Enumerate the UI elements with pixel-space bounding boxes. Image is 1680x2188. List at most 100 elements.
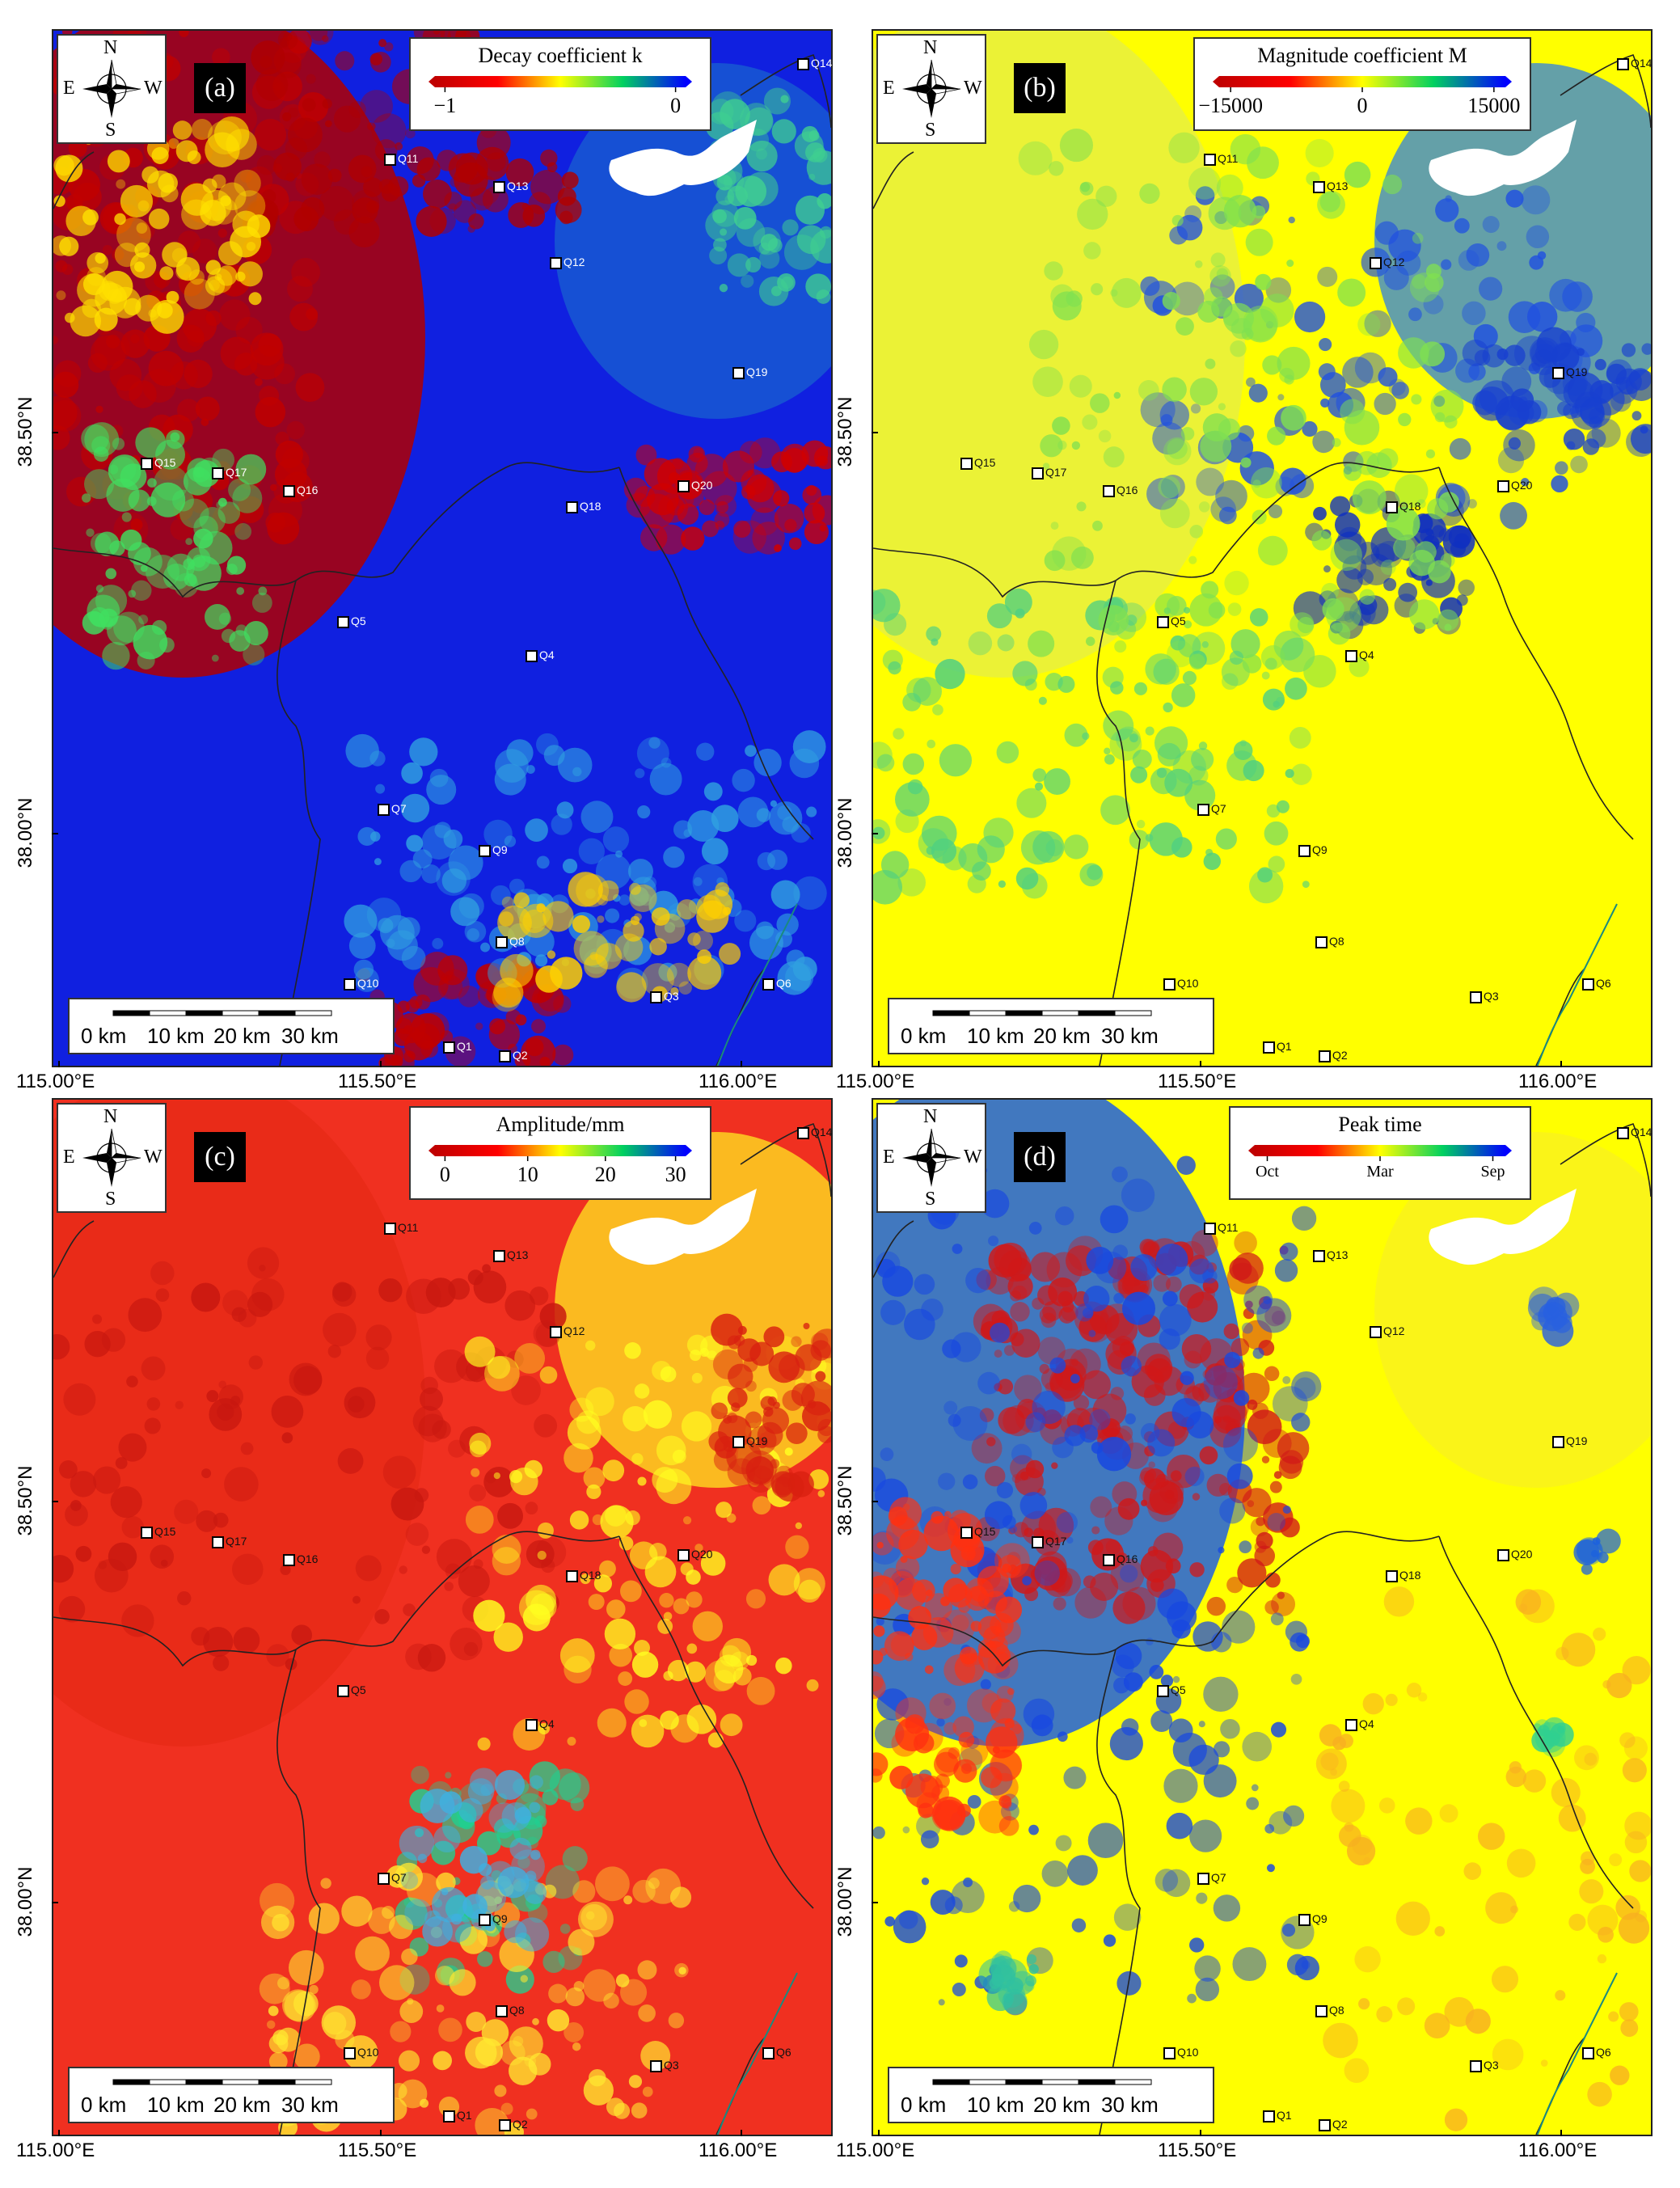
texture-blob bbox=[547, 950, 556, 959]
texture-blob bbox=[1163, 437, 1192, 466]
texture-blob bbox=[1053, 1597, 1066, 1611]
texture-blob bbox=[375, 784, 386, 794]
texture-blob bbox=[586, 1484, 602, 1500]
texture-blob bbox=[629, 1541, 658, 1569]
boundary-line bbox=[618, 467, 814, 840]
texture-blob bbox=[1222, 1610, 1256, 1644]
site-marker bbox=[677, 1549, 690, 1561]
map-area[interactable] bbox=[52, 29, 833, 1067]
scale-label: 10 km bbox=[967, 1024, 1024, 1048]
texture-blob bbox=[1166, 1812, 1193, 1840]
texture-blob bbox=[175, 256, 201, 281]
texture-blob bbox=[1198, 1721, 1205, 1728]
texture-blob bbox=[1149, 1664, 1164, 1679]
texture-blob bbox=[389, 1915, 414, 1940]
texture-blob bbox=[148, 208, 170, 230]
texture-blob bbox=[1641, 343, 1651, 355]
texture-blob bbox=[639, 493, 675, 529]
texture-blob bbox=[939, 744, 973, 777]
legend-tick-label: 0 bbox=[439, 1163, 450, 1186]
texture-blob bbox=[306, 74, 316, 84]
texture-blob bbox=[707, 1732, 724, 1748]
y-axis-tick-label: 38.50°N bbox=[834, 396, 856, 467]
scale-bar: 0 km 10 km 20 km 30 km bbox=[68, 998, 395, 1054]
texture-blob bbox=[561, 171, 579, 189]
texture-blob bbox=[218, 1384, 243, 1409]
site-marker bbox=[493, 1250, 505, 1262]
texture-blob bbox=[803, 1323, 810, 1330]
texture-blob bbox=[673, 1598, 690, 1615]
site-label: Q18 bbox=[580, 500, 602, 513]
y-axis-tick-label: 38.00°N bbox=[834, 1866, 856, 1937]
texture-blob bbox=[1110, 1558, 1145, 1593]
scale-label: 30 km bbox=[281, 2093, 339, 2117]
texture-blob bbox=[1437, 609, 1459, 631]
texture-blob bbox=[247, 214, 271, 239]
texture-blob bbox=[623, 1895, 633, 1905]
texture-blob bbox=[1012, 661, 1038, 686]
texture-blob bbox=[475, 964, 501, 990]
texture-blob bbox=[1522, 1769, 1547, 1793]
texture-blob bbox=[624, 1342, 641, 1359]
x-axis-tick-label: 115.00°E bbox=[836, 1071, 915, 1092]
compass-north-label: N bbox=[923, 37, 938, 58]
texture-blob bbox=[1255, 273, 1272, 290]
texture-blob bbox=[785, 962, 814, 991]
texture-blob bbox=[951, 1879, 985, 1914]
texture-blob bbox=[1537, 251, 1547, 260]
texture-blob bbox=[333, 209, 359, 235]
texture-blob bbox=[1191, 1229, 1218, 1257]
texture-blob bbox=[728, 1363, 753, 1390]
texture-blob bbox=[967, 1794, 981, 1809]
texture-blob bbox=[1264, 1366, 1280, 1382]
texture-blob bbox=[458, 985, 480, 1007]
map-area[interactable] bbox=[52, 1098, 833, 2136]
texture-blob bbox=[1090, 1496, 1112, 1519]
texture-blob bbox=[770, 880, 800, 910]
texture-blob bbox=[720, 1713, 743, 1737]
texture-blob bbox=[1618, 1912, 1650, 1944]
texture-blob bbox=[492, 1535, 521, 1564]
texture-blob bbox=[105, 568, 117, 580]
site-label: Q5 bbox=[351, 1683, 366, 1696]
site-marker bbox=[1263, 1041, 1275, 1054]
texture-blob bbox=[1252, 1347, 1264, 1359]
texture-blob bbox=[986, 1726, 1018, 1759]
map-area[interactable] bbox=[872, 29, 1653, 1067]
texture-blob bbox=[733, 520, 751, 539]
texture-blob bbox=[737, 796, 769, 828]
texture-blob bbox=[393, 1028, 412, 1046]
texture-blob bbox=[893, 728, 905, 740]
texture-blob bbox=[369, 53, 383, 65]
site-label: Q3 bbox=[664, 2059, 679, 2072]
texture-blob bbox=[449, 1969, 476, 1996]
texture-blob bbox=[1302, 881, 1310, 889]
texture-blob bbox=[172, 120, 192, 140]
texture-blob bbox=[998, 1815, 1019, 1836]
texture-blob bbox=[390, 1487, 424, 1521]
texture-blob bbox=[1159, 1303, 1192, 1337]
site-marker bbox=[1103, 485, 1115, 497]
texture-blob bbox=[1033, 1527, 1045, 1540]
boundary-line bbox=[1560, 1123, 1651, 1197]
texture-blob bbox=[605, 908, 620, 923]
texture-blob bbox=[477, 1737, 491, 1751]
site-label: Q14 bbox=[1631, 57, 1653, 70]
texture-blob bbox=[1336, 567, 1363, 593]
map-area[interactable] bbox=[872, 1098, 1653, 2136]
texture-blob bbox=[715, 520, 725, 530]
texture-blob bbox=[526, 1540, 555, 1569]
texture-blob bbox=[283, 32, 293, 42]
colorbar-gradient bbox=[1219, 76, 1505, 87]
texture-blob bbox=[693, 876, 703, 886]
texture-blob bbox=[997, 634, 1015, 652]
colorbar-gradient bbox=[1255, 1145, 1505, 1156]
texture-blob bbox=[569, 1397, 594, 1422]
texture-blob bbox=[1521, 478, 1530, 487]
texture-blob bbox=[1290, 1673, 1302, 1685]
texture-blob bbox=[1526, 225, 1550, 249]
texture-blob bbox=[722, 450, 755, 483]
texture-blob bbox=[949, 1510, 972, 1532]
texture-blob bbox=[1032, 1390, 1066, 1425]
texture-blob bbox=[82, 209, 99, 226]
